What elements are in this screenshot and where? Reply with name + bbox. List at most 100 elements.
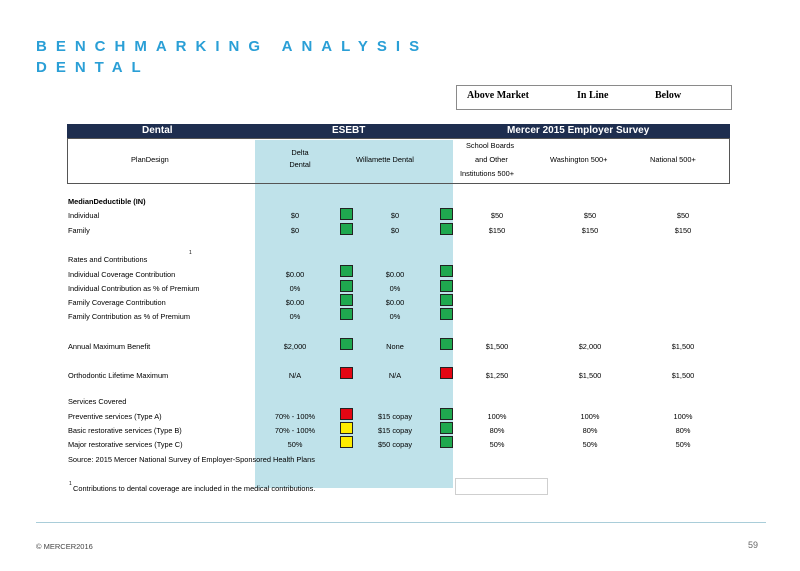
rates-footnote-marker: 1 bbox=[189, 250, 192, 256]
indicator-red bbox=[440, 367, 453, 379]
cell-school: 80% bbox=[489, 426, 505, 435]
cell-willamette: N/A bbox=[388, 371, 402, 380]
indicator-green bbox=[440, 265, 453, 277]
col-school-3: Institutions 500+ bbox=[460, 169, 515, 178]
cell-delta: 70% - 100% bbox=[274, 426, 316, 435]
col-school-2: and Other bbox=[475, 155, 508, 164]
cell-washington: 50% bbox=[582, 440, 598, 449]
row-label: Orthodontic Lifetime Maximum bbox=[68, 371, 169, 380]
cell-willamette: None bbox=[386, 342, 404, 351]
indicator-green bbox=[440, 308, 453, 320]
indicator-green bbox=[440, 280, 453, 292]
cell-national: 100% bbox=[673, 412, 693, 421]
cell-willamette: 0% bbox=[389, 312, 401, 321]
title-line-1: BENCHMARKING ANALYSIS bbox=[36, 38, 429, 55]
indicator-green bbox=[440, 436, 453, 448]
cell-delta: $2,000 bbox=[283, 342, 307, 351]
col-plan-design: PlanDesign bbox=[131, 155, 169, 164]
cell-national: 80% bbox=[675, 426, 691, 435]
empty-box bbox=[455, 478, 548, 495]
divider bbox=[729, 138, 730, 184]
indicator-green bbox=[440, 223, 453, 235]
row-label: Basic restorative services (Type B) bbox=[68, 426, 182, 435]
cell-willamette: $0.00 bbox=[385, 270, 405, 279]
cell-national: 50% bbox=[675, 440, 691, 449]
page-number: 59 bbox=[748, 540, 759, 550]
indicator-green bbox=[340, 280, 353, 292]
table-header-bar: Dental ESEBT Mercer 2015 Employer Survey bbox=[67, 124, 730, 138]
row-label: Major restorative services (Type C) bbox=[68, 440, 183, 449]
col-delta-2: Dental bbox=[289, 160, 311, 169]
indicator-green bbox=[340, 338, 353, 350]
indicator-green bbox=[340, 223, 353, 235]
indicator-green bbox=[440, 408, 453, 420]
cell-school: $1,500 bbox=[485, 342, 509, 351]
cell-willamette: $0 bbox=[390, 226, 400, 235]
cell-school: 50% bbox=[489, 440, 505, 449]
indicator-green bbox=[340, 294, 353, 306]
services-heading: Services Covered bbox=[68, 397, 127, 406]
col-washington: Washington 500+ bbox=[550, 155, 608, 164]
cell-delta: $0 bbox=[290, 226, 300, 235]
col-delta-1: Delta bbox=[291, 148, 309, 157]
divider bbox=[67, 183, 730, 184]
deductible-heading: MedianDeductible (IN) bbox=[68, 197, 146, 206]
cell-national: $1,500 bbox=[671, 342, 695, 351]
legend-box: Above Market In Line Below bbox=[456, 85, 732, 110]
cell-delta: 50% bbox=[287, 440, 303, 449]
row-label: Individual Contribution as % of Premium bbox=[68, 284, 200, 293]
row-label: Family bbox=[68, 226, 90, 235]
indicator-green bbox=[440, 338, 453, 350]
col-national: National 500+ bbox=[650, 155, 696, 164]
legend-inline: In Line bbox=[577, 90, 609, 101]
row-label: Family Coverage Contribution bbox=[68, 298, 166, 307]
header-dental: Dental bbox=[142, 125, 173, 136]
divider bbox=[67, 138, 730, 139]
legend-above: Above Market bbox=[467, 90, 529, 101]
row-label: Preventive services (Type A) bbox=[68, 412, 162, 421]
indicator-yellow bbox=[340, 436, 353, 448]
cell-willamette: $15 copay bbox=[377, 426, 413, 435]
rates-heading: Rates and Contributions bbox=[68, 255, 148, 264]
cell-delta: $0.00 bbox=[285, 270, 305, 279]
title-line-2: DENTAL bbox=[36, 59, 150, 76]
cell-washington: $1,500 bbox=[578, 371, 602, 380]
indicator-green bbox=[440, 422, 453, 434]
cell-school: $150 bbox=[488, 226, 506, 235]
indicator-green bbox=[340, 265, 353, 277]
cell-school: $50 bbox=[490, 211, 504, 220]
source-note: Source: 2015 Mercer National Survey of E… bbox=[68, 455, 315, 464]
cell-national: $150 bbox=[674, 226, 692, 235]
cell-willamette: $15 copay bbox=[377, 412, 413, 421]
cell-willamette: 0% bbox=[389, 284, 401, 293]
cell-delta: 0% bbox=[289, 312, 301, 321]
footer-copyright: © MERCER2016 bbox=[36, 542, 93, 551]
cell-washington: 100% bbox=[580, 412, 600, 421]
indicator-green bbox=[440, 208, 453, 220]
cell-school: 100% bbox=[487, 412, 507, 421]
cell-delta: 70% - 100% bbox=[274, 412, 316, 421]
indicator-green bbox=[440, 294, 453, 306]
esebt-highlight bbox=[255, 140, 453, 488]
row-label: Individual Coverage Contribution bbox=[68, 270, 176, 279]
cell-willamette: $0 bbox=[390, 211, 400, 220]
cell-national: $1,500 bbox=[671, 371, 695, 380]
footnote-text: Contributions to dental coverage are inc… bbox=[73, 484, 316, 493]
indicator-red bbox=[340, 408, 353, 420]
cell-delta: 0% bbox=[289, 284, 301, 293]
indicator-green bbox=[340, 208, 353, 220]
row-label: Annual Maximum Benefit bbox=[68, 342, 151, 351]
cell-delta: $0.00 bbox=[285, 298, 305, 307]
header-mercer: Mercer 2015 Employer Survey bbox=[507, 125, 650, 136]
cell-washington: $50 bbox=[583, 211, 597, 220]
cell-willamette: $50 copay bbox=[377, 440, 413, 449]
row-label: Family Contribution as % of Premium bbox=[68, 312, 190, 321]
header-esebt: ESEBT bbox=[332, 125, 366, 136]
footer-divider bbox=[36, 522, 766, 523]
indicator-yellow bbox=[340, 422, 353, 434]
divider bbox=[67, 138, 68, 184]
cell-willamette: $0.00 bbox=[385, 298, 405, 307]
cell-delta: N/A bbox=[288, 371, 302, 380]
indicator-red bbox=[340, 367, 353, 379]
cell-school: $1,250 bbox=[485, 371, 509, 380]
